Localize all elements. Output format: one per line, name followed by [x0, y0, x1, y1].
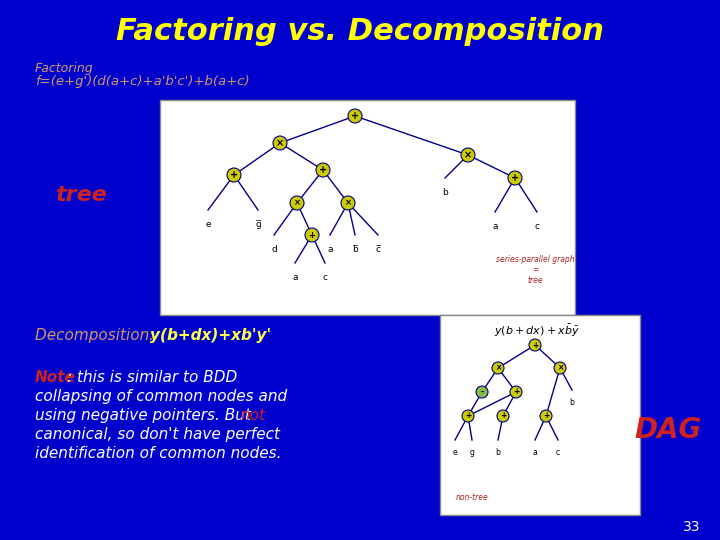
Text: +: +: [351, 111, 359, 121]
Text: Decomposition:: Decomposition:: [35, 328, 159, 343]
Circle shape: [290, 196, 304, 210]
Text: a: a: [533, 448, 537, 457]
Circle shape: [476, 386, 488, 398]
Text: collapsing of common nodes and: collapsing of common nodes and: [35, 389, 287, 404]
Text: f=(e+g')(d(a+c)+a'b'c')+b(a+c): f=(e+g')(d(a+c)+a'b'c')+b(a+c): [35, 75, 250, 88]
Text: b: b: [442, 188, 448, 197]
Text: a: a: [292, 273, 298, 282]
Circle shape: [497, 410, 509, 422]
Text: c̅: c̅: [376, 245, 380, 254]
FancyBboxPatch shape: [440, 315, 640, 515]
Circle shape: [492, 362, 504, 374]
Circle shape: [508, 171, 522, 185]
Circle shape: [462, 410, 474, 422]
Circle shape: [341, 196, 355, 210]
Text: $y(b + dx) + x\bar{b}\bar{y}$: $y(b + dx) + x\bar{b}\bar{y}$: [494, 323, 580, 339]
Text: +: +: [500, 411, 506, 421]
Text: c: c: [534, 222, 539, 231]
Text: ×: ×: [294, 199, 300, 207]
Text: series-parallel graph
=
tree: series-parallel graph = tree: [495, 255, 575, 285]
Text: e: e: [205, 220, 211, 229]
Text: +: +: [319, 165, 327, 175]
Text: b̅: b̅: [352, 245, 358, 254]
Text: DAG: DAG: [634, 416, 701, 444]
Text: g̅: g̅: [255, 220, 261, 229]
Circle shape: [348, 109, 362, 123]
Text: ×: ×: [464, 150, 472, 160]
Circle shape: [227, 168, 241, 182]
Text: ×: ×: [344, 199, 351, 207]
Text: not: not: [240, 408, 265, 423]
Text: identification of common nodes.: identification of common nodes.: [35, 446, 282, 461]
Text: c: c: [323, 273, 328, 282]
Circle shape: [540, 410, 552, 422]
Circle shape: [305, 228, 319, 242]
Circle shape: [554, 362, 566, 374]
Text: c: c: [556, 448, 560, 457]
Circle shape: [510, 386, 522, 398]
Text: using negative pointers. But: using negative pointers. But: [35, 408, 256, 423]
Text: ×: ×: [495, 363, 501, 373]
Text: -: -: [480, 388, 484, 396]
Text: e: e: [453, 448, 457, 457]
Text: b: b: [495, 448, 500, 457]
FancyBboxPatch shape: [160, 100, 575, 315]
Text: +: +: [532, 341, 538, 349]
Text: Note: Note: [35, 370, 76, 385]
Text: Factoring vs. Decomposition: Factoring vs. Decomposition: [116, 17, 604, 46]
Text: tree: tree: [55, 185, 107, 205]
Text: +: +: [230, 170, 238, 180]
Circle shape: [316, 163, 330, 177]
Circle shape: [529, 339, 541, 351]
Text: ×: ×: [276, 138, 284, 148]
Text: ×: ×: [557, 363, 563, 373]
Text: canonical, so don't have perfect: canonical, so don't have perfect: [35, 427, 280, 442]
Text: a: a: [492, 222, 498, 231]
Text: : this is similar to BDD: : this is similar to BDD: [67, 370, 238, 385]
Text: a: a: [328, 245, 333, 254]
Text: +: +: [465, 411, 471, 421]
Circle shape: [273, 136, 287, 150]
Text: +: +: [308, 231, 315, 240]
Text: b: b: [570, 398, 575, 407]
Text: +: +: [511, 173, 519, 183]
Text: Factoring: Factoring: [35, 62, 94, 75]
Text: g: g: [469, 448, 474, 457]
Text: 33: 33: [683, 520, 700, 534]
Text: d: d: [271, 245, 277, 254]
Text: y(b+dx)+xb'y': y(b+dx)+xb'y': [150, 328, 271, 343]
Text: +: +: [513, 388, 519, 396]
Text: +: +: [543, 411, 549, 421]
Circle shape: [461, 148, 475, 162]
Text: non-tree: non-tree: [456, 494, 488, 503]
